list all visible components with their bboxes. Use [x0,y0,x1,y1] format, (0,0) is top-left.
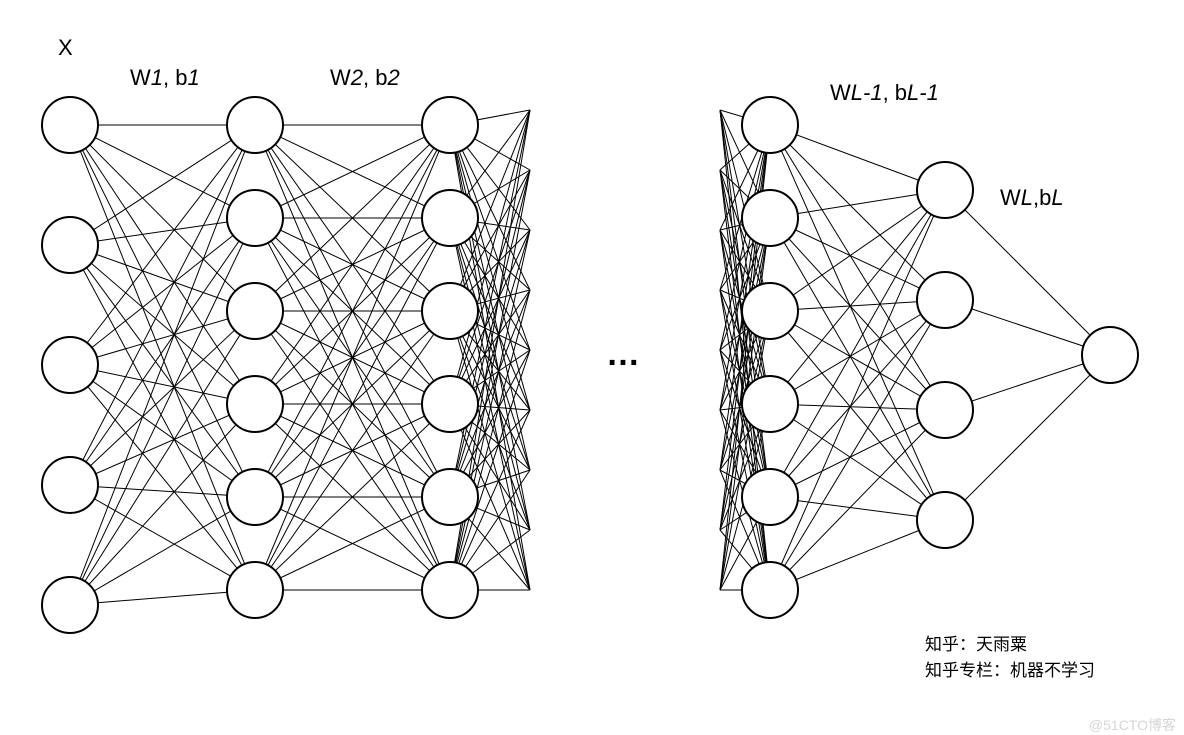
neuron-node [422,190,478,246]
wL-label: WL,bL [1000,185,1064,210]
credit-line-2: 知乎专栏：机器不学习 [925,661,1095,680]
nodes-group [42,97,1138,633]
neuron-node [227,283,283,339]
neuron-node [42,337,98,393]
neuron-node [42,457,98,513]
neuron-node [227,562,283,618]
neural-network-diagram: X W1, b1 W2, b2 WL-1, bL-1 WL,bL … 知乎：天雨… [0,0,1184,735]
watermark: @51CTO博客 [1089,717,1176,733]
edge [70,245,255,404]
edge [945,190,1110,355]
neuron-node [42,217,98,273]
neuron-node [1082,327,1138,383]
neuron-node [742,469,798,525]
neuron-node [42,577,98,633]
neuron-node [917,492,973,548]
edge [70,311,255,605]
wLm1-label: WL-1, bL-1 [830,80,939,105]
edge [770,218,945,520]
neuron-node [422,283,478,339]
input-label: X [58,35,73,60]
neuron-node [227,190,283,246]
w2-label: W2, b2 [330,65,400,90]
edge [770,410,945,497]
neuron-node [742,376,798,432]
neuron-node [227,469,283,525]
neuron-node [742,97,798,153]
edge [70,125,255,245]
ellipsis-label: … [606,335,644,373]
neuron-node [422,562,478,618]
w1-label: W1, b1 [130,65,200,90]
credit-line-1: 知乎：天雨粟 [925,635,1027,654]
neuron-node [227,376,283,432]
neuron-node [227,97,283,153]
neuron-node [917,382,973,438]
edge [70,245,255,311]
neuron-node [422,376,478,432]
neuron-node [422,469,478,525]
edge [70,245,255,590]
edge [945,355,1110,520]
neuron-node [742,283,798,339]
neuron-node [742,562,798,618]
neuron-node [917,162,973,218]
neuron-node [42,97,98,153]
neuron-node [742,190,798,246]
edge [70,125,255,218]
edge [770,125,945,410]
neuron-node [422,97,478,153]
neuron-node [917,272,973,328]
